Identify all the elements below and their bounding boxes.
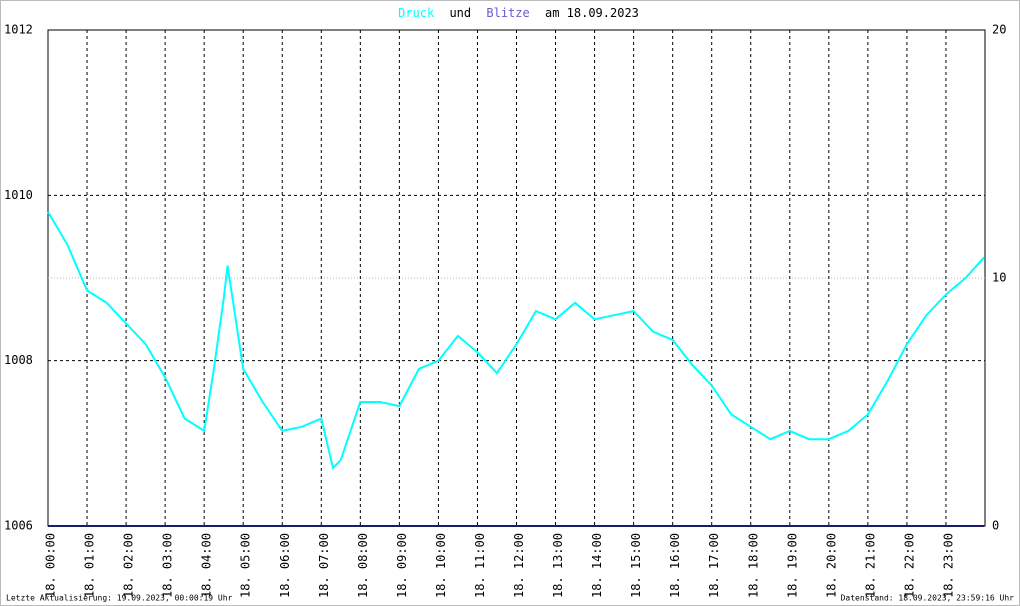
y-tick-label: 1010 (4, 188, 33, 202)
x-tick-label: 18. 18:00 (746, 533, 760, 598)
y2-tick-label: 10 (992, 271, 1006, 285)
y-tick-label: 1006 (4, 519, 33, 533)
x-tick-label: 18. 12:00 (512, 533, 526, 598)
chart-title: Druck und Blitze am 18.09.2023 (398, 6, 639, 20)
footer-left: Letzte Aktualisierung: 19.09.2023, 00:00… (6, 594, 233, 603)
x-tick-label: 18. 14:00 (590, 533, 604, 598)
x-tick-label: 18. 21:00 (863, 533, 877, 598)
x-tick-label: 18. 08:00 (356, 533, 370, 598)
x-tick-label: 18. 05:00 (239, 533, 253, 598)
x-tick-label: 18. 13:00 (551, 533, 565, 598)
y-tick-label: 1008 (4, 353, 33, 367)
x-tick-label: 18. 23:00 (941, 533, 955, 598)
x-tick-label: 18. 04:00 (200, 533, 214, 598)
title-connector: und (449, 6, 471, 20)
title-series-1: Druck (398, 6, 435, 20)
x-tick-label: 18. 17:00 (707, 533, 721, 598)
x-tick-label: 18. 22:00 (902, 533, 916, 598)
x-tick-label: 18. 01:00 (83, 533, 97, 598)
x-tick-label: 18. 20:00 (824, 533, 838, 598)
x-tick-label: 18. 07:00 (317, 533, 331, 598)
x-tick-label: 18. 19:00 (785, 533, 799, 598)
x-tick-label: 18. 03:00 (161, 533, 175, 598)
x-tick-label: 18. 06:00 (278, 533, 292, 598)
footer-right: Datenstand: 18.09.2023, 23:59:16 Uhr (841, 594, 1015, 603)
y-tick-label: 1012 (4, 23, 33, 37)
series-line (47, 211, 985, 471)
x-tick-label: 18. 11:00 (473, 533, 487, 598)
title-series-2: Blitze (486, 6, 529, 20)
x-tick-label: 18. 15:00 (629, 533, 643, 598)
y2-tick-label: 20 (992, 23, 1006, 37)
x-tick-label: 18. 16:00 (668, 533, 682, 598)
x-tick-label: 18. 09:00 (395, 533, 409, 598)
x-tick-label: 18. 10:00 (434, 533, 448, 598)
y2-tick-label: 0 (992, 519, 999, 533)
title-date: am 18.09.2023 (545, 6, 639, 20)
x-tick-label: 18. 02:00 (122, 533, 136, 598)
x-tick-label: 18. 00:00 (44, 533, 58, 598)
